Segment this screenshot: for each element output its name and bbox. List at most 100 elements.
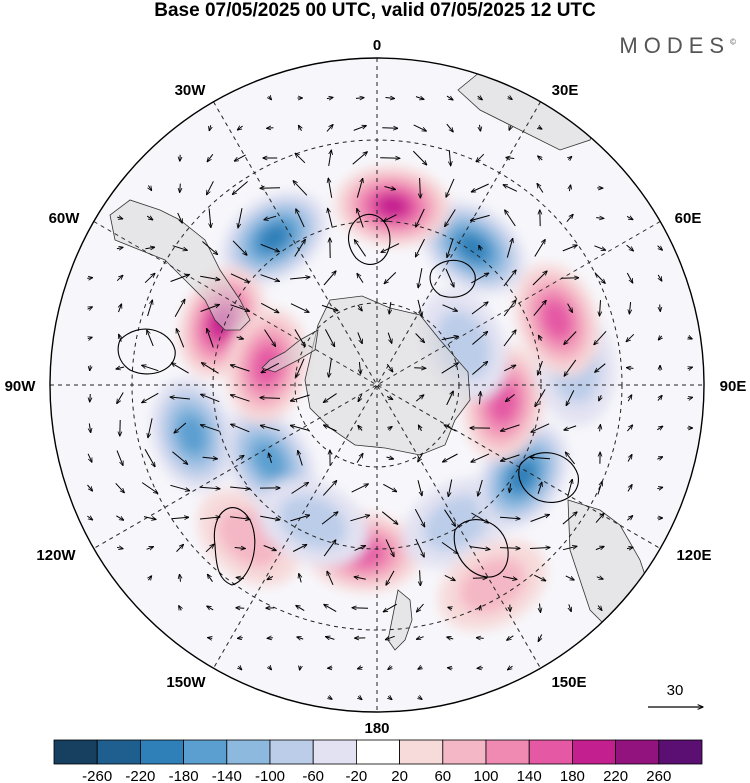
wind-vector bbox=[688, 337, 692, 339]
wind-vector bbox=[505, 210, 516, 227]
wind-vector bbox=[446, 123, 453, 132]
colorbar-swatch bbox=[312, 739, 357, 765]
anomaly-level-patch bbox=[509, 460, 536, 492]
wind-vector bbox=[567, 303, 573, 313]
anomaly-level-patch bbox=[542, 299, 572, 340]
wind-vector bbox=[238, 208, 243, 228]
wind-vector bbox=[146, 547, 154, 550]
wind-vector bbox=[535, 389, 546, 406]
wind-vector bbox=[503, 300, 516, 317]
colorbar-tick-label: 140 bbox=[517, 768, 542, 783]
wind-vector bbox=[294, 329, 305, 346]
wind-vector bbox=[356, 453, 363, 463]
lon-label-90w: 90W bbox=[5, 378, 37, 395]
anomaly-level-patch bbox=[489, 382, 518, 423]
wind-vector bbox=[290, 425, 310, 432]
wind-vector bbox=[441, 363, 459, 374]
wind-vector bbox=[116, 515, 123, 520]
wind-vector bbox=[145, 247, 154, 249]
wind-vector bbox=[657, 457, 662, 459]
wind-vector bbox=[328, 178, 333, 198]
wind-vector bbox=[598, 605, 602, 611]
meridian-line bbox=[213, 101, 541, 669]
lon-label-120e: 120E bbox=[676, 547, 711, 564]
colorbar-swatch bbox=[269, 739, 314, 765]
wind-vector bbox=[687, 397, 692, 398]
wind-vector bbox=[143, 517, 156, 520]
wind-vector bbox=[261, 362, 280, 372]
lon-label-60w: 60W bbox=[49, 210, 81, 227]
wind-vector bbox=[385, 635, 395, 639]
copyright-mark: © bbox=[730, 37, 736, 47]
wind-vector bbox=[295, 153, 306, 164]
wind-vector bbox=[448, 668, 453, 669]
wind-vector bbox=[418, 667, 422, 669]
wind-vector bbox=[358, 426, 362, 431]
wind-vector bbox=[209, 125, 210, 130]
wind-vector bbox=[502, 576, 517, 580]
wind-vector bbox=[657, 426, 662, 430]
wind-vector bbox=[297, 637, 304, 639]
wind-vector bbox=[329, 358, 332, 377]
wind-vector bbox=[471, 302, 488, 315]
colorbar-tick-label: 220 bbox=[603, 768, 628, 783]
wind-vector bbox=[446, 178, 455, 197]
colorbar-swatch bbox=[658, 739, 703, 765]
wind-vector bbox=[176, 544, 184, 552]
wind-vector bbox=[419, 425, 422, 432]
wind-vector bbox=[354, 240, 367, 257]
reference-vector-label: 30 bbox=[667, 682, 684, 699]
wind-vector bbox=[413, 124, 427, 131]
wind-vector bbox=[322, 481, 336, 496]
wind-vector bbox=[290, 303, 309, 313]
wind-vector bbox=[565, 452, 575, 465]
wind-vector bbox=[293, 181, 308, 196]
wind-vector bbox=[503, 330, 516, 347]
wind-vector bbox=[504, 365, 515, 372]
wind-vector bbox=[267, 576, 274, 579]
wind-vector bbox=[417, 480, 422, 496]
lon-label-0: 0 bbox=[373, 37, 381, 54]
wind-vector bbox=[417, 603, 424, 612]
wind-vector bbox=[420, 177, 421, 198]
wind-vector bbox=[596, 218, 604, 219]
wind-vector bbox=[471, 453, 490, 462]
wind-vector bbox=[657, 487, 662, 488]
anomaly-level-patch bbox=[258, 224, 290, 252]
wind-vector bbox=[200, 275, 220, 280]
wind-vector bbox=[449, 150, 450, 166]
wind-vector bbox=[296, 358, 305, 377]
wind-vector bbox=[264, 215, 277, 220]
wind-vector bbox=[501, 424, 520, 431]
map-title: Base 07/05/2025 00 UTC, valid 07/05/2025… bbox=[154, 0, 596, 21]
wind-vector bbox=[564, 359, 577, 376]
wind-vector bbox=[172, 451, 187, 465]
wind-vector bbox=[231, 365, 250, 372]
colorbar-tick-label: 100 bbox=[473, 768, 498, 783]
wind-vector bbox=[269, 453, 272, 464]
wind-vector bbox=[358, 696, 362, 699]
wind-vector bbox=[562, 512, 577, 525]
wind-vector bbox=[358, 394, 362, 401]
wind-vector bbox=[503, 185, 518, 192]
wind-vector bbox=[470, 214, 490, 220]
wind-vector bbox=[87, 516, 92, 520]
wind-vector bbox=[564, 425, 577, 430]
wind-vector bbox=[291, 483, 309, 494]
wind-vector bbox=[381, 243, 400, 253]
wind-vector bbox=[568, 157, 572, 160]
lon-label-120w: 120W bbox=[36, 547, 76, 564]
wind-vector bbox=[479, 606, 480, 611]
wind-vector bbox=[383, 603, 397, 612]
wind-vector bbox=[89, 423, 90, 432]
wind-vector bbox=[595, 363, 606, 373]
wind-vector bbox=[232, 240, 247, 255]
wind-vector bbox=[87, 307, 93, 309]
wind-vector bbox=[323, 271, 336, 286]
wind-vector bbox=[626, 272, 632, 283]
wind-vector bbox=[260, 515, 280, 520]
colorbar-swatch bbox=[399, 739, 444, 765]
wind-vector bbox=[538, 634, 541, 642]
wind-vector bbox=[299, 125, 302, 131]
wind-vector bbox=[441, 336, 459, 341]
